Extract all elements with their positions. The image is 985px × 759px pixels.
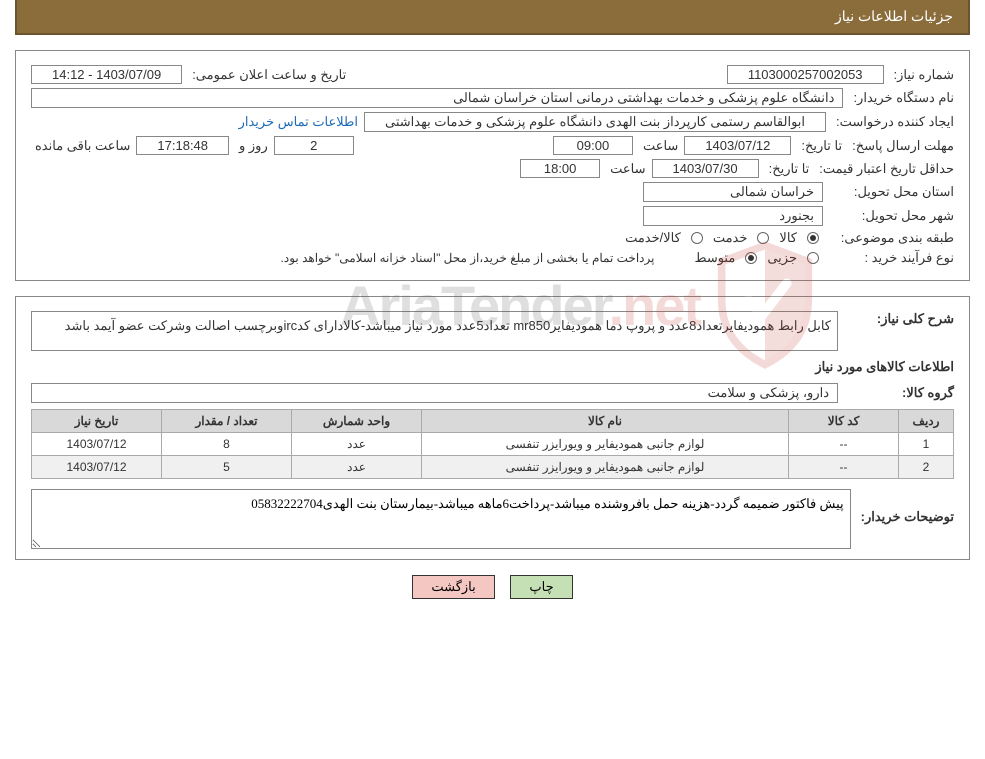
th-row: ردیف <box>899 410 954 433</box>
radio-goods-service[interactable] <box>691 232 703 244</box>
province-value: خراسان شمالی <box>643 182 823 202</box>
row-buyer-org: نام دستگاه خریدار: دانشگاه علوم پزشکی و … <box>31 88 954 108</box>
row-purchase-type: نوع فرآیند خرید : جزیی متوسط پرداخت تمام… <box>31 250 954 266</box>
row-buyer-notes: توضیحات خریدار: <box>31 489 954 549</box>
price-validity-label: حداقل تاریخ اعتبار قیمت: <box>815 161 954 177</box>
buyer-contact-link[interactable]: اطلاعات تماس خریدار <box>239 114 358 130</box>
buyer-notes-label: توضیحات خریدار: <box>861 489 954 525</box>
overall-desc-value: کابل رابط همودیفایرتعداد8عدد و پروپ دما … <box>31 311 838 351</box>
countdown-time: 17:18:48 <box>136 136 229 155</box>
row-price-validity: حداقل تاریخ اعتبار قیمت: تا تاریخ: 1403/… <box>31 159 954 178</box>
price-validity-time: 18:00 <box>520 159 600 178</box>
th-name: نام کالا <box>422 410 789 433</box>
cell-qty: 8 <box>162 433 292 456</box>
time-label-2: ساعت <box>606 161 645 177</box>
category-label: طبقه بندی موضوعی: <box>829 230 954 246</box>
radio-medium[interactable] <box>745 252 757 264</box>
cell-qty: 5 <box>162 456 292 479</box>
items-panel: شرح کلی نیاز: کابل رابط همودیفایرتعداد8ع… <box>15 296 970 560</box>
cell-n: 2 <box>899 456 954 479</box>
radio-service[interactable] <box>757 232 769 244</box>
row-reply-deadline: مهلت ارسال پاسخ: تا تاریخ: 1403/07/12 سا… <box>31 136 954 155</box>
row-overall-desc: شرح کلی نیاز: کابل رابط همودیفایرتعداد8ع… <box>31 311 954 351</box>
purchase-note: پرداخت تمام یا بخشی از مبلغ خرید،از محل … <box>281 251 655 265</box>
page-header: جزئیات اطلاعات نیاز <box>15 0 970 35</box>
row-city: شهر محل تحویل: بجنورد <box>31 206 954 226</box>
radio-minor-label: جزیی <box>767 250 797 266</box>
cell-code: -- <box>789 456 899 479</box>
cell-code: -- <box>789 433 899 456</box>
row-goods-group: گروه کالا: دارو، پزشکی و سلامت <box>31 383 954 403</box>
city-value: بجنورد <box>643 206 823 226</box>
button-row: چاپ بازگشت <box>0 575 985 599</box>
requester-label: ایجاد کننده درخواست: <box>832 114 954 130</box>
cell-date: 1403/07/12 <box>32 433 162 456</box>
table-row: 2 -- لوازم جانبی همودیفایر و ویورایزر تن… <box>32 456 954 479</box>
reply-deadline-label: مهلت ارسال پاسخ: <box>848 138 954 154</box>
radio-medium-label: متوسط <box>694 250 735 266</box>
items-table: ردیف کد کالا نام کالا واحد شمارش تعداد /… <box>31 409 954 479</box>
radio-goods[interactable] <box>807 232 819 244</box>
need-no-label: شماره نیاز: <box>890 67 954 83</box>
cell-unit: عدد <box>292 433 422 456</box>
overall-desc-label: شرح کلی نیاز: <box>844 311 954 327</box>
announce-value: 1403/07/09 - 14:12 <box>31 65 182 84</box>
buyer-org-value: دانشگاه علوم پزشکی و خدمات بهداشتی درمان… <box>31 88 843 108</box>
th-code: کد کالا <box>789 410 899 433</box>
row-category: طبقه بندی موضوعی: کالا خدمت کالا/خدمت <box>31 230 954 246</box>
goods-group-label: گروه کالا: <box>844 385 954 401</box>
radio-goods-label: کالا <box>779 230 797 246</box>
radio-service-label: خدمت <box>713 230 748 246</box>
cell-n: 1 <box>899 433 954 456</box>
print-button[interactable]: چاپ <box>510 575 572 599</box>
buyer-org-label: نام دستگاه خریدار: <box>849 90 954 106</box>
row-requester: ایجاد کننده درخواست: ابوالقاسم رستمی کار… <box>31 112 954 132</box>
th-date: تاریخ نیاز <box>32 410 162 433</box>
cell-name: لوازم جانبی همودیفایر و ویورایزر تنفسی <box>422 456 789 479</box>
row-province: استان محل تحویل: خراسان شمالی <box>31 182 954 202</box>
buyer-notes-textarea[interactable] <box>31 489 851 549</box>
days-and-label: روز و <box>235 138 268 154</box>
details-panel: شماره نیاز: 1103000257002053 تاریخ و ساع… <box>15 50 970 281</box>
until-date-label-2: تا تاریخ: <box>765 161 810 177</box>
cell-name: لوازم جانبی همودیفایر و ویورایزر تنفسی <box>422 433 789 456</box>
table-header-row: ردیف کد کالا نام کالا واحد شمارش تعداد /… <box>32 410 954 433</box>
days-remaining: 2 <box>274 136 354 155</box>
cell-date: 1403/07/12 <box>32 456 162 479</box>
back-button[interactable]: بازگشت <box>412 575 494 599</box>
remaining-label: ساعت باقی مانده <box>31 138 130 154</box>
page-title: جزئیات اطلاعات نیاز <box>835 8 953 24</box>
radio-goods-service-label: کالا/خدمت <box>625 230 681 246</box>
purchase-type-label: نوع فرآیند خرید : <box>829 250 954 266</box>
row-need-number: شماره نیاز: 1103000257002053 تاریخ و ساع… <box>31 65 954 84</box>
province-label: استان محل تحویل: <box>829 184 954 200</box>
th-qty: تعداد / مقدار <box>162 410 292 433</box>
table-row: 1 -- لوازم جانبی همودیفایر و ویورایزر تن… <box>32 433 954 456</box>
need-no-value: 1103000257002053 <box>727 65 884 84</box>
items-title: اطلاعات کالاهای مورد نیاز <box>31 359 954 375</box>
time-label-1: ساعت <box>639 138 678 154</box>
requester-value: ابوالقاسم رستمی کارپرداز بنت الهدی دانشگ… <box>364 112 826 132</box>
city-label: شهر محل تحویل: <box>829 208 954 224</box>
price-validity-date: 1403/07/30 <box>652 159 759 178</box>
th-unit: واحد شمارش <box>292 410 422 433</box>
reply-time: 09:00 <box>553 136 633 155</box>
goods-group-value: دارو، پزشکی و سلامت <box>31 383 838 403</box>
announce-label: تاریخ و ساعت اعلان عمومی: <box>188 67 346 83</box>
until-date-label-1: تا تاریخ: <box>797 138 842 154</box>
radio-minor[interactable] <box>807 252 819 264</box>
cell-unit: عدد <box>292 456 422 479</box>
reply-date: 1403/07/12 <box>684 136 791 155</box>
